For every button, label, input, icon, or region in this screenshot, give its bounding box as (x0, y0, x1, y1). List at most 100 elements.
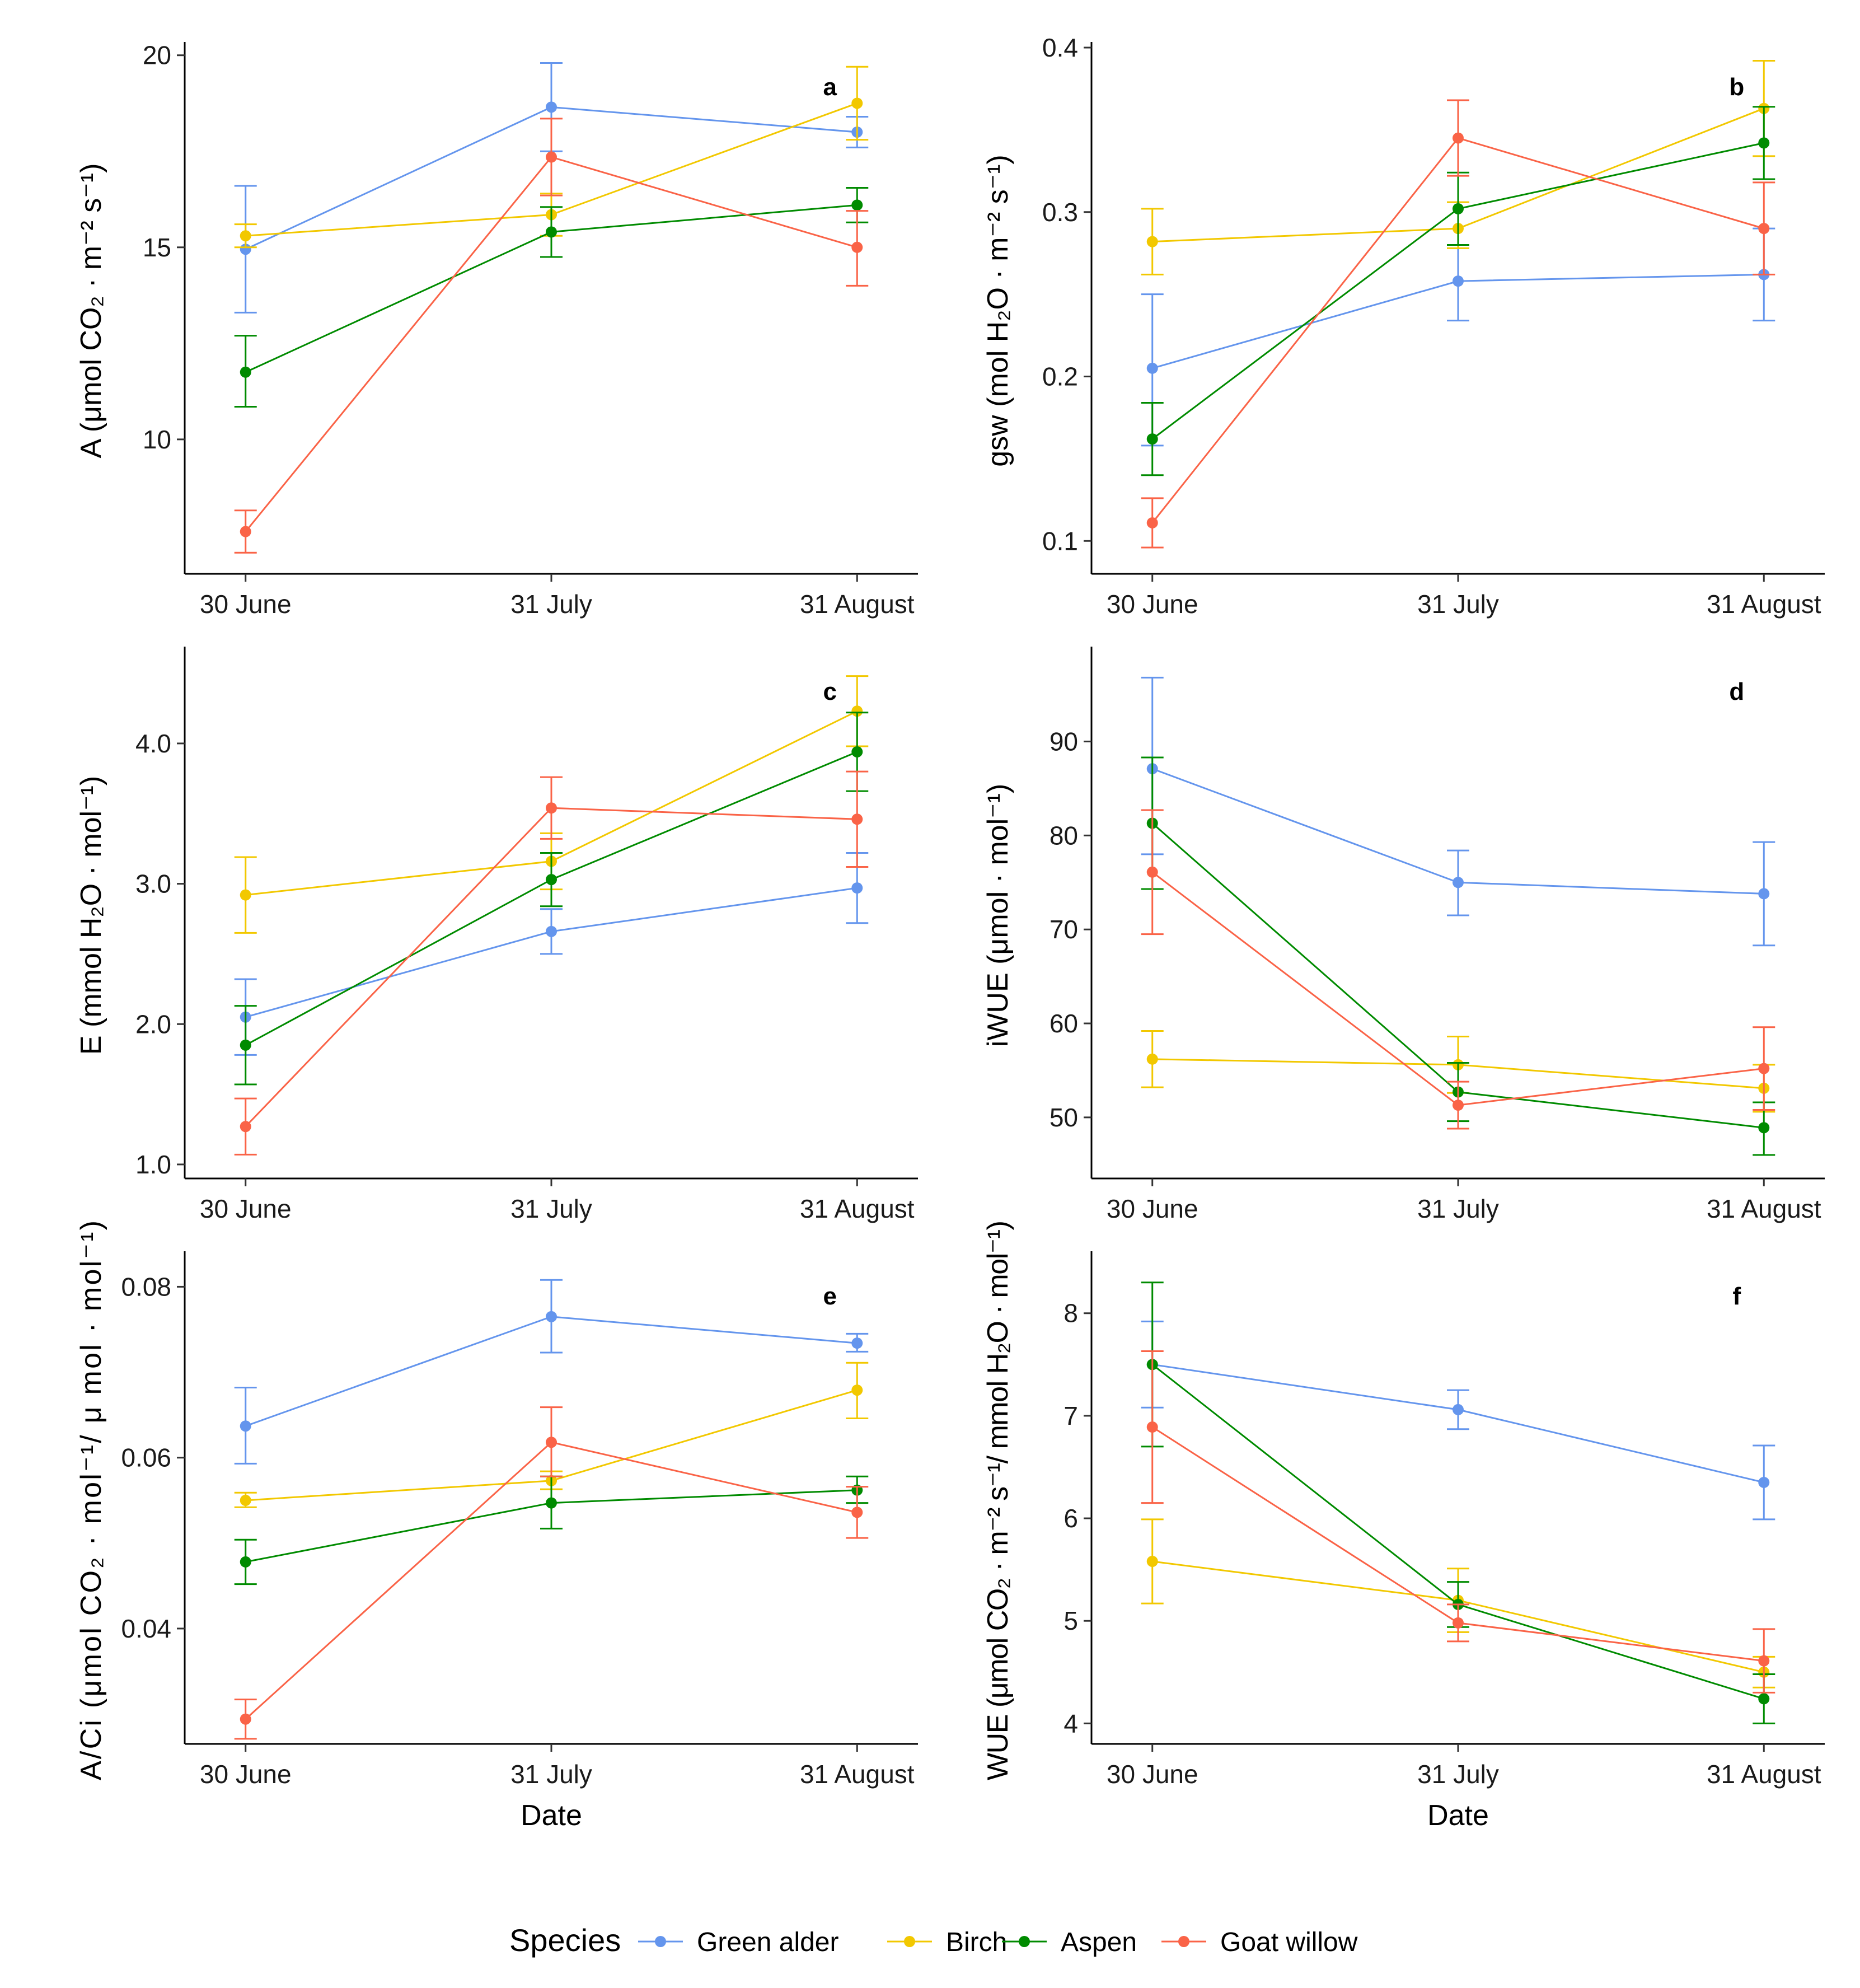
panel-letter: c (823, 678, 837, 705)
series-goat-willow (234, 770, 869, 1156)
series-aspen (1141, 1281, 1775, 1724)
series-green-alder (234, 1279, 869, 1465)
y-tick-label: 4.0 (135, 729, 171, 758)
series-goat-willow (1141, 99, 1775, 549)
y-tick-label: 15 (143, 233, 171, 262)
y-axis-title: E (mmol H₂O · mol⁻¹) (75, 776, 107, 1055)
data-point (1146, 362, 1158, 374)
x-tick-label: 30 June (1107, 1760, 1198, 1789)
panel-b: 0.1 0.2 0.3 0.4 30 June 31 July 31 August b gsw … (982, 33, 1825, 619)
data-point (546, 874, 557, 886)
y-tick-label: 5 (1063, 1606, 1078, 1635)
data-point (546, 226, 557, 238)
legend-items: Green alder Birch Aspen Goat willow (638, 1928, 1358, 1957)
data-point (1453, 1404, 1464, 1415)
x-tick-label: 31 August (800, 1760, 915, 1789)
data-point (851, 1384, 863, 1396)
legend-item: Aspen (1002, 1928, 1137, 1957)
y-axis-title: A/Ci (μmol CO₂ · mol⁻¹/ μ mol · mol⁻¹) (75, 1220, 107, 1780)
series-aspen (234, 712, 869, 1086)
data-point (240, 889, 251, 901)
panel-c: 1.0 2.0 3.0 4.0 30 June 31 July 31 August c E (m… (75, 647, 918, 1223)
legend-key-point (1178, 1936, 1189, 1947)
y-tick-label: 10 (143, 425, 171, 454)
x-tick-label: 31 July (510, 1760, 592, 1789)
y-tick-label: 0.4 (1042, 33, 1078, 62)
data-point (240, 1121, 251, 1133)
x-tick-label: 30 June (200, 1194, 292, 1223)
data-point (851, 705, 863, 717)
data-point (1453, 1100, 1464, 1111)
data-point (546, 925, 557, 937)
data-point (1146, 1053, 1158, 1065)
legend: Species Green alder Birch Aspen Goat willow (509, 1922, 1358, 1958)
data-point (1146, 1555, 1158, 1567)
series-goat-willow (1141, 1350, 1775, 1694)
legend-label: Goat willow (1220, 1928, 1358, 1957)
x-tick-label: 31 July (510, 1194, 592, 1223)
data-point (240, 230, 251, 242)
y-tick-label: 6 (1063, 1504, 1078, 1533)
y-tick-label: 0.08 (121, 1272, 171, 1301)
legend-label: Green alder (697, 1928, 838, 1957)
data-point (1758, 888, 1770, 900)
y-tick-label: 3.0 (135, 869, 171, 899)
y-tick-label: 0.04 (121, 1614, 171, 1643)
series-aspen (1141, 106, 1775, 476)
data-point (240, 1495, 251, 1506)
x-axis-title: Date (521, 1799, 582, 1832)
data-point (851, 97, 863, 109)
y-tick-label: 0.1 (1042, 526, 1078, 555)
data-point (240, 244, 251, 255)
panel-e: 0.04 0.06 0.08 30 June 31 July 31 August e A/Ci… (75, 1220, 918, 1832)
y-tick-label: 2.0 (135, 1009, 171, 1039)
data-point (1758, 1063, 1770, 1074)
data-point (1758, 137, 1770, 149)
data-point (1146, 517, 1158, 528)
panel-a: 10 15 20 30 June 31 July 31 August a A (μmol CO… (75, 41, 918, 619)
series-aspen (234, 186, 869, 408)
x-tick-label: 31 July (510, 590, 592, 619)
x-tick-label: 30 June (1107, 1194, 1198, 1223)
data-point (546, 1311, 557, 1322)
data-point (1146, 433, 1158, 445)
panels: 10 15 20 30 June 31 July 31 August a A (μmol CO… (75, 33, 1825, 1832)
x-tick-label: 30 June (1107, 590, 1198, 619)
data-point (1453, 877, 1464, 888)
x-tick-label: 30 June (200, 590, 292, 619)
data-point (1758, 1655, 1770, 1667)
data-point (851, 1507, 863, 1518)
y-tick-label: 70 (1050, 915, 1078, 944)
data-point (546, 1497, 557, 1509)
y-tick-label: 1.0 (135, 1150, 171, 1179)
series-green-alder (1141, 1320, 1775, 1521)
panel-letter: a (823, 73, 837, 101)
y-tick-label: 50 (1050, 1103, 1078, 1132)
legend-key-point (655, 1936, 666, 1947)
data-point (1453, 1617, 1464, 1629)
data-point (851, 746, 863, 757)
legend-key-point (904, 1936, 915, 1947)
legend-label: Aspen (1061, 1928, 1137, 1957)
legend-title: Species (509, 1922, 621, 1958)
x-tick-label: 31 July (1417, 1760, 1499, 1789)
y-axis-title: iWUE (μmol · mol⁻¹) (982, 784, 1014, 1047)
data-point (851, 241, 863, 253)
legend-item: Birch (887, 1928, 1007, 1957)
legend-item: Goat willow (1161, 1928, 1358, 1957)
series-green-alder (1141, 676, 1775, 947)
y-axis-title: gsw (mol H₂O · m⁻² s⁻¹) (982, 155, 1014, 466)
panel-letter: b (1729, 73, 1744, 101)
data-point (546, 802, 557, 814)
data-point (240, 1713, 251, 1725)
panel-letter: f (1732, 1283, 1741, 1310)
y-tick-label: 0.3 (1042, 198, 1078, 227)
data-point (1758, 1476, 1770, 1488)
x-tick-label: 31 August (1707, 590, 1821, 619)
x-tick-label: 31 August (1707, 1194, 1821, 1223)
x-tick-label: 31 July (1417, 590, 1499, 619)
y-tick-label: 7 (1063, 1401, 1078, 1430)
legend-item: Green alder (638, 1928, 838, 1957)
data-point (1453, 275, 1464, 287)
